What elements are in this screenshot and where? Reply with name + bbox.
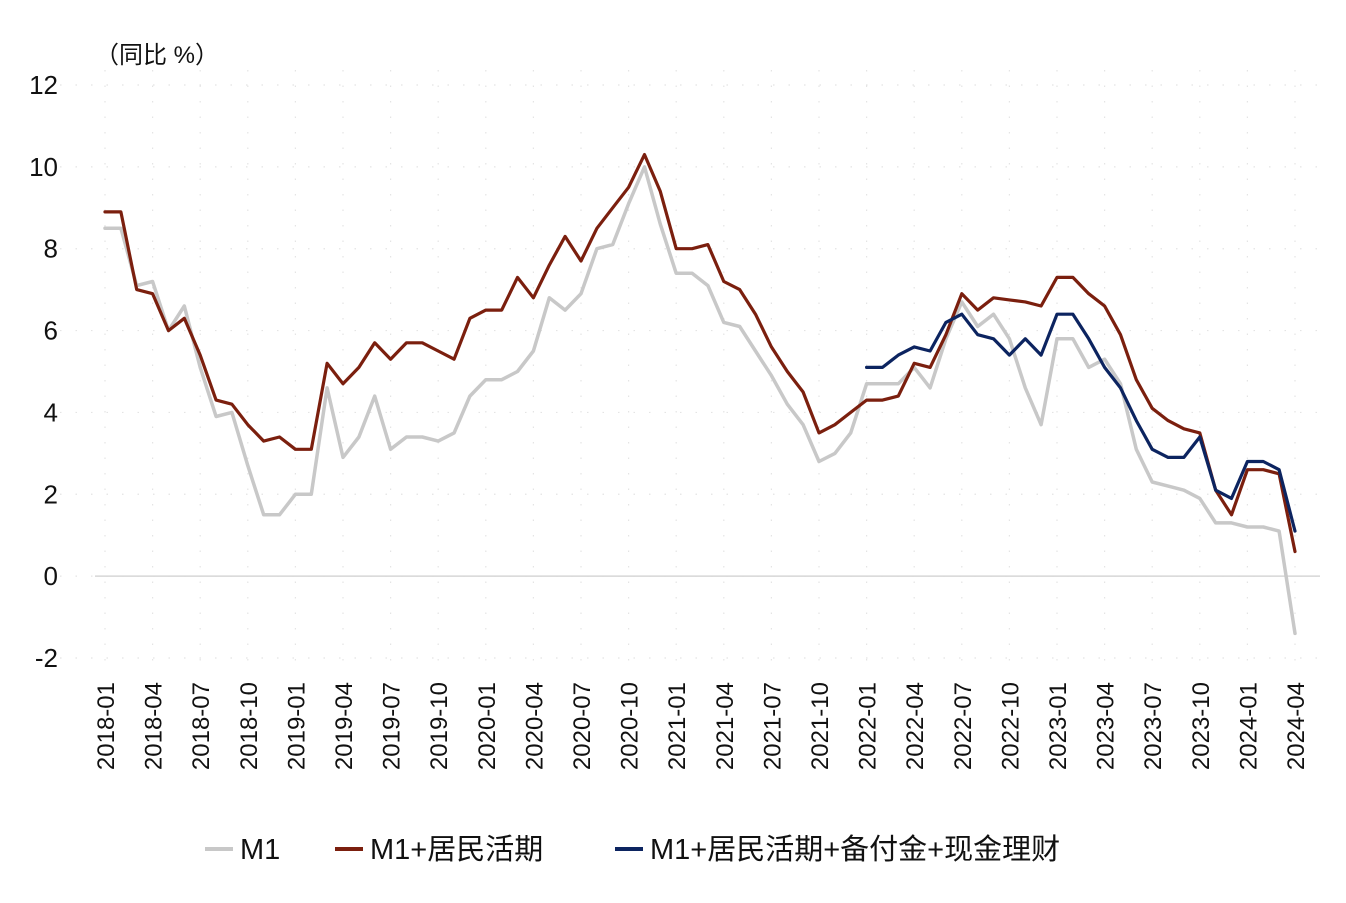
x-tick-label: 2020-07 [569, 682, 596, 770]
legend: M1 M1+居民活期 M1+居民活期+备付金+现金理财 [205, 833, 1060, 866]
x-tick-label: 2018-01 [93, 682, 120, 770]
x-tick-label: 2018-04 [141, 682, 168, 770]
series-line-2 [103, 153, 1297, 554]
x-tick-label: 2021-01 [664, 682, 691, 770]
x-tick-label: 2021-04 [712, 682, 739, 770]
y-tick-label: 12 [29, 70, 58, 100]
x-tick-label: 2019-04 [331, 682, 358, 770]
x-tick-label: 2021-10 [807, 682, 834, 770]
y-tick-label: -2 [35, 643, 58, 673]
y-axis-ticks: 12 10 8 6 4 2 0 -2 [29, 70, 58, 673]
y-tick-label: 4 [44, 397, 58, 427]
x-axis-ticks: 2018-01 2018-04 2018-07 2018-10 2019-01 2019-… [93, 682, 1310, 770]
series-line-1 [103, 165, 1297, 636]
series-layer [103, 153, 1297, 636]
legend-label-1: M1 [240, 834, 280, 866]
x-tick-label: 2022-01 [855, 682, 882, 770]
x-tick-label: 2019-07 [379, 682, 406, 770]
x-tick-label: 2018-10 [236, 682, 263, 770]
y-tick-label: 6 [44, 316, 58, 346]
x-tick-label: 2022-10 [997, 682, 1024, 770]
x-tick-label: 2021-07 [759, 682, 786, 770]
x-tick-label: 2022-07 [950, 682, 977, 770]
y-tick-label: 10 [29, 152, 58, 182]
x-tick-label: 2023-07 [1140, 682, 1167, 770]
x-tick-label: 2020-10 [617, 682, 644, 770]
x-tick-label: 2023-04 [1093, 682, 1120, 770]
x-tick-label: 2022-04 [902, 682, 929, 770]
x-tick-label: 2024-01 [1235, 682, 1262, 770]
x-tick-label: 2023-10 [1188, 682, 1215, 770]
x-tick-label: 2020-01 [474, 682, 501, 770]
x-tick-label: 2019-01 [283, 682, 310, 770]
y-tick-label: 2 [44, 479, 58, 509]
x-tick-label: 2018-07 [188, 682, 215, 770]
unit-label: （同比 %） [95, 42, 219, 69]
series-line-3 [864, 312, 1297, 533]
legend-label-3: M1+居民活期+备付金+现金理财 [650, 833, 1060, 866]
x-tick-label: 2019-10 [426, 682, 453, 770]
y-tick-label: 8 [44, 234, 58, 264]
y-tick-label: 0 [44, 561, 58, 591]
x-tick-label: 2024-04 [1283, 682, 1310, 770]
legend-label-2: M1+居民活期 [370, 833, 543, 866]
x-tick-label: 2020-04 [521, 682, 548, 770]
x-tick-label: 2023-01 [1045, 682, 1072, 770]
gridlines [60, 70, 1320, 670]
